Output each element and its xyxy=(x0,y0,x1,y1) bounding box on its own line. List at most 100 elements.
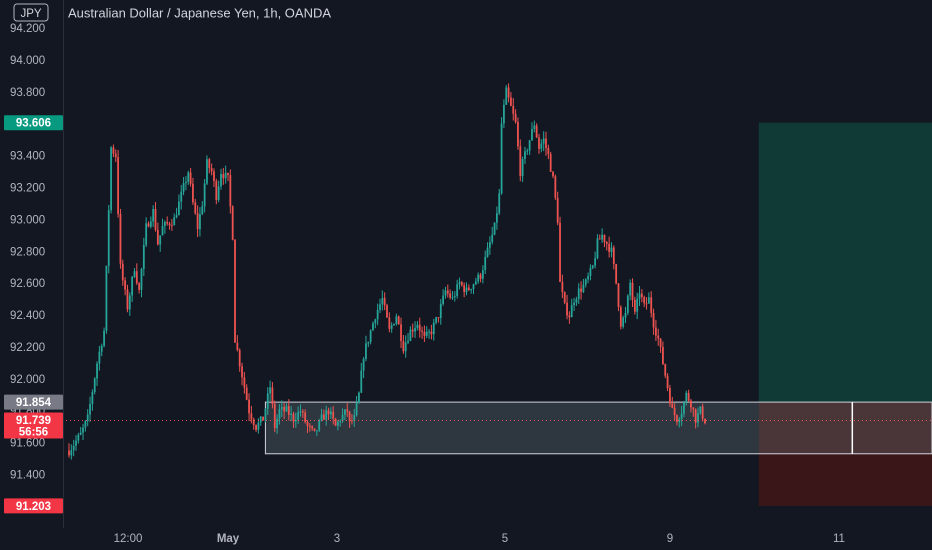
candle xyxy=(598,234,601,240)
price-tick-label: 91.600 xyxy=(10,438,45,450)
candle-body xyxy=(531,128,533,141)
candle xyxy=(362,356,365,379)
candle-body xyxy=(68,450,70,456)
candle-body xyxy=(119,213,122,264)
candle-body xyxy=(685,392,688,403)
candle xyxy=(690,398,692,413)
candle xyxy=(77,432,80,444)
candle xyxy=(294,412,297,428)
candle-body xyxy=(488,242,491,248)
candle xyxy=(549,151,552,173)
price-axis[interactable]: 94.200 94.000 93.800 93.400 93.200 93.000 92.8… xyxy=(10,23,45,482)
candle-body xyxy=(287,406,290,415)
candle xyxy=(444,286,447,299)
symbol-badge[interactable]: JPY xyxy=(20,8,41,20)
candle xyxy=(435,316,438,325)
candle-body xyxy=(217,186,220,200)
candle xyxy=(596,234,599,260)
candle-body xyxy=(276,418,279,429)
candle xyxy=(442,289,445,306)
candle-body xyxy=(320,414,323,421)
candle-body xyxy=(524,151,526,159)
candle xyxy=(203,179,206,213)
candle-body xyxy=(540,143,543,149)
candle xyxy=(701,403,704,422)
candle-body xyxy=(325,410,328,420)
candle xyxy=(652,308,655,335)
candle-body xyxy=(344,409,346,415)
candle-body xyxy=(669,388,671,404)
candle xyxy=(75,435,77,451)
candle-body xyxy=(701,406,704,419)
candle-body xyxy=(664,364,667,376)
candle xyxy=(329,407,332,419)
candle-body xyxy=(112,147,115,154)
candle-body xyxy=(311,426,314,429)
stop-price-badge: 91.203 xyxy=(4,498,63,514)
candle-body xyxy=(360,370,363,393)
candle xyxy=(512,98,515,121)
candle-body xyxy=(358,392,360,403)
time-tick-label: 5 xyxy=(502,533,508,545)
candle-body xyxy=(285,406,288,412)
candle xyxy=(266,387,269,415)
candle-body xyxy=(250,413,253,420)
time-tick-label: 9 xyxy=(667,533,673,545)
candle-body xyxy=(397,316,400,325)
candle xyxy=(582,278,585,294)
candle-body xyxy=(170,225,173,227)
candle xyxy=(243,371,246,394)
candle-body xyxy=(114,153,117,158)
candle xyxy=(477,272,480,284)
candle xyxy=(676,414,678,426)
candle xyxy=(117,149,120,218)
candle-body xyxy=(584,279,587,285)
candle-body xyxy=(692,407,695,410)
candle xyxy=(196,205,199,238)
candle xyxy=(603,234,606,248)
candle xyxy=(430,324,433,340)
candle xyxy=(566,294,568,320)
candle-body xyxy=(163,221,166,227)
candle xyxy=(182,177,185,196)
candle xyxy=(638,285,641,306)
candle xyxy=(89,396,91,422)
candle xyxy=(336,419,339,431)
candle xyxy=(402,334,405,354)
candle-body xyxy=(451,297,454,299)
target-zone[interactable] xyxy=(758,122,932,403)
target-price-badge: 93.606 xyxy=(4,115,63,131)
candle xyxy=(563,291,566,305)
candle xyxy=(133,267,136,279)
candle-body xyxy=(322,414,325,420)
candle xyxy=(463,282,466,298)
candle-body xyxy=(666,375,669,389)
candle-body xyxy=(215,181,218,200)
candle-body xyxy=(404,342,407,352)
range-box[interactable] xyxy=(264,401,932,455)
candle xyxy=(154,202,157,232)
candle xyxy=(414,321,416,338)
time-axis[interactable]: 12:00 May 3 5 9 11 xyxy=(114,533,845,545)
candle-body xyxy=(369,330,372,342)
candle-body xyxy=(423,331,426,336)
candle xyxy=(325,405,328,426)
price-tick-label: 92.000 xyxy=(10,374,45,386)
candle-body xyxy=(278,409,281,419)
candle-body xyxy=(182,183,185,192)
candle xyxy=(568,311,571,324)
symbol-badge-frame[interactable] xyxy=(13,3,49,22)
candle xyxy=(486,242,489,258)
candle-body xyxy=(619,307,622,327)
candle xyxy=(369,329,372,345)
candle xyxy=(93,377,96,395)
candle-body xyxy=(463,285,466,293)
candle-body xyxy=(561,281,564,292)
candle-body xyxy=(280,407,283,410)
candle xyxy=(386,303,388,318)
candle xyxy=(659,338,662,353)
candle-body xyxy=(549,154,552,172)
candle-body xyxy=(507,87,510,98)
candle xyxy=(624,306,627,323)
